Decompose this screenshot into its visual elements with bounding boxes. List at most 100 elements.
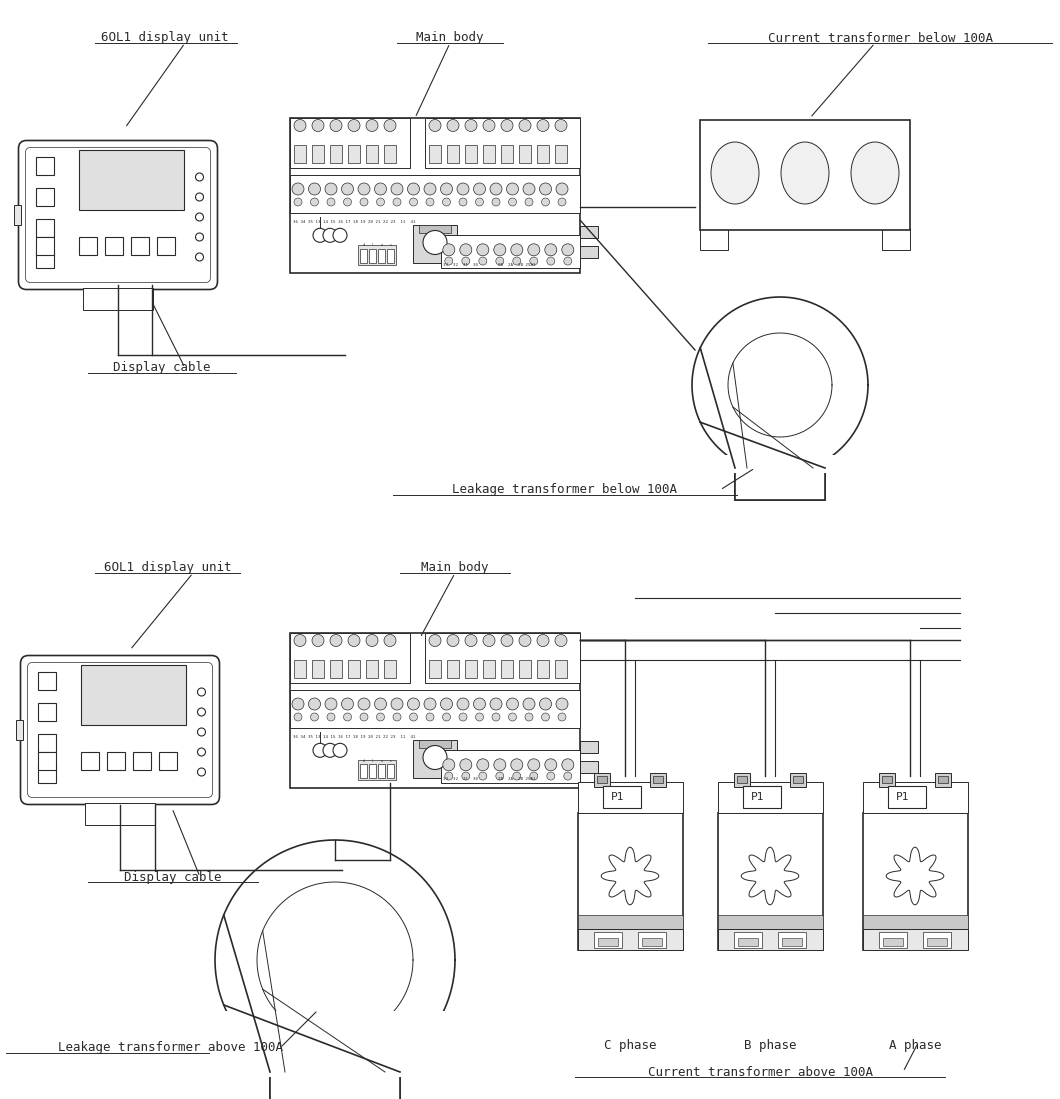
Text: c: c: [389, 758, 391, 763]
Text: c: c: [389, 244, 391, 247]
Bar: [378, 248, 385, 263]
Bar: [519, 144, 531, 163]
Circle shape: [376, 713, 385, 721]
Circle shape: [457, 698, 469, 710]
Circle shape: [511, 758, 523, 770]
Circle shape: [366, 120, 378, 132]
Bar: [603, 786, 641, 808]
Circle shape: [465, 634, 477, 646]
Bar: [14, 206, 20, 225]
Circle shape: [294, 120, 306, 132]
Bar: [366, 659, 378, 677]
Bar: [863, 781, 968, 813]
Bar: [863, 914, 968, 929]
Text: P1: P1: [612, 792, 624, 802]
Bar: [888, 786, 926, 808]
Circle shape: [376, 198, 385, 206]
Bar: [35, 219, 53, 237]
Circle shape: [447, 120, 459, 132]
Circle shape: [330, 634, 342, 646]
Bar: [366, 144, 378, 163]
Bar: [465, 659, 477, 677]
Circle shape: [326, 713, 335, 721]
Circle shape: [492, 198, 500, 206]
Circle shape: [343, 198, 352, 206]
Bar: [312, 144, 324, 163]
Bar: [290, 175, 580, 213]
Circle shape: [443, 758, 455, 770]
Bar: [594, 773, 609, 787]
Bar: [447, 659, 459, 677]
Text: C phase: C phase: [604, 1039, 656, 1052]
Circle shape: [540, 184, 551, 195]
Text: Leakage transformer above 100A: Leakage transformer above 100A: [57, 1042, 283, 1055]
Bar: [580, 761, 598, 773]
Circle shape: [445, 773, 453, 780]
Bar: [782, 937, 802, 945]
Bar: [863, 813, 968, 950]
Bar: [718, 929, 823, 950]
Circle shape: [477, 758, 489, 770]
Circle shape: [292, 184, 304, 195]
Bar: [555, 659, 567, 677]
Circle shape: [511, 244, 523, 256]
Text: P1: P1: [752, 792, 764, 802]
Bar: [83, 288, 153, 310]
Circle shape: [348, 634, 360, 646]
Ellipse shape: [851, 142, 899, 204]
Circle shape: [509, 713, 516, 721]
Circle shape: [462, 773, 470, 780]
Circle shape: [523, 698, 535, 710]
Circle shape: [343, 713, 352, 721]
Circle shape: [333, 229, 347, 242]
Circle shape: [460, 758, 472, 770]
Circle shape: [326, 198, 335, 206]
Circle shape: [530, 257, 537, 265]
Circle shape: [311, 713, 318, 721]
Text: 6OL1 display unit: 6OL1 display unit: [104, 562, 232, 575]
Circle shape: [507, 698, 518, 710]
Circle shape: [424, 184, 436, 195]
Bar: [106, 752, 124, 770]
Circle shape: [311, 198, 318, 206]
Bar: [650, 773, 666, 787]
Circle shape: [384, 120, 396, 132]
Circle shape: [366, 634, 378, 646]
Text: Leakage transformer below 100A: Leakage transformer below 100A: [453, 484, 677, 497]
Circle shape: [197, 768, 206, 776]
Bar: [81, 752, 99, 770]
Bar: [35, 249, 53, 268]
Text: 33  32  31  30        2B  2A  2B 25A1: 33 32 31 30 2B 2A 2B 25A1: [443, 777, 535, 781]
Circle shape: [542, 198, 549, 206]
Circle shape: [496, 257, 504, 265]
Circle shape: [407, 698, 420, 710]
Circle shape: [374, 698, 387, 710]
Circle shape: [457, 184, 469, 195]
Circle shape: [374, 184, 387, 195]
Circle shape: [496, 773, 504, 780]
Circle shape: [509, 198, 516, 206]
Bar: [360, 764, 367, 777]
Text: Current transformer below 100A: Current transformer below 100A: [767, 32, 992, 44]
Circle shape: [393, 198, 401, 206]
Bar: [425, 633, 580, 682]
Bar: [483, 659, 495, 677]
Circle shape: [476, 713, 483, 721]
Bar: [294, 659, 306, 677]
Polygon shape: [741, 847, 799, 904]
Bar: [419, 740, 450, 747]
Circle shape: [424, 698, 436, 710]
Bar: [700, 227, 728, 249]
Bar: [882, 227, 909, 249]
Bar: [358, 244, 396, 265]
Bar: [105, 237, 123, 255]
Circle shape: [197, 748, 206, 756]
Circle shape: [391, 184, 403, 195]
Circle shape: [429, 634, 441, 646]
Bar: [157, 237, 175, 255]
Circle shape: [494, 244, 506, 256]
FancyBboxPatch shape: [28, 663, 212, 798]
Circle shape: [292, 698, 304, 710]
Circle shape: [325, 184, 337, 195]
Text: A phase: A phase: [888, 1039, 941, 1052]
